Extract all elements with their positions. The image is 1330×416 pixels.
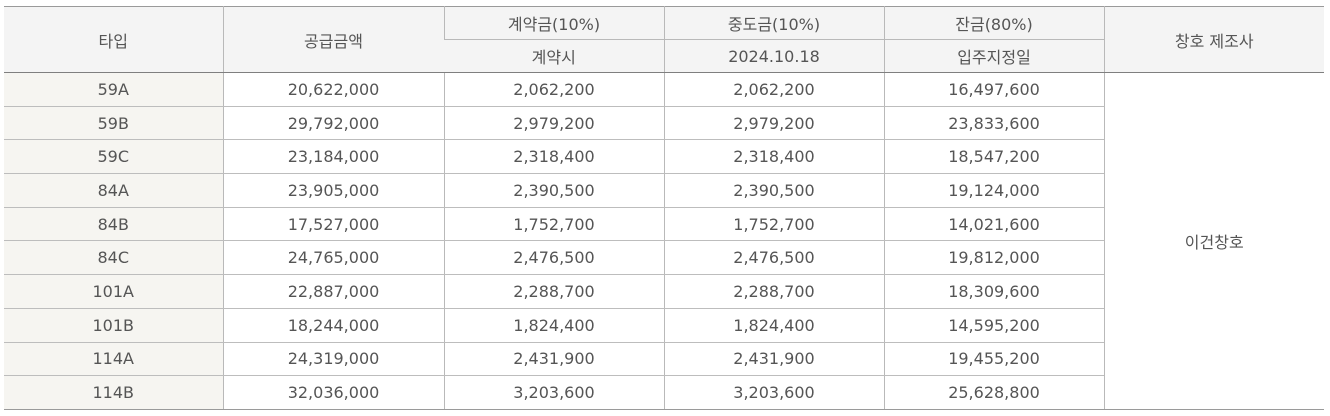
- table-row: 84A 23,905,000 2,390,500 2,390,500 19,12…: [4, 173, 1324, 208]
- middle-cell: 2,390,500: [663, 173, 884, 208]
- header-contract: 계약금(10%): [443, 6, 664, 40]
- balance-cell: 25,628,800: [883, 375, 1104, 410]
- type-cell: 84A: [4, 173, 223, 208]
- middle-cell: 2,476,500: [663, 240, 884, 276]
- header-middle: 중도금(10%): [663, 6, 884, 40]
- supply-cell: 24,765,000: [222, 240, 444, 276]
- supply-cell: 23,905,000: [222, 173, 444, 208]
- type-cell: 84B: [4, 207, 223, 242]
- header-supply-amount: 공급금액: [222, 6, 444, 73]
- header-type: 타입: [4, 6, 223, 73]
- supply-cell: 23,184,000: [222, 139, 444, 175]
- contract-cell: 2,431,900: [443, 342, 664, 377]
- supply-cell: 22,887,000: [222, 274, 444, 309]
- type-cell: 114B: [4, 375, 223, 410]
- maker-cell: 이건창호: [1103, 72, 1324, 410]
- header-contract-sub: 계약시: [444, 39, 664, 73]
- contract-cell: 1,824,400: [443, 308, 664, 343]
- contract-cell: 2,062,200: [443, 72, 664, 107]
- balance-cell: 19,124,000: [883, 173, 1104, 208]
- contract-cell: 3,203,600: [443, 375, 664, 410]
- type-cell: 101B: [4, 308, 223, 343]
- payment-schedule-table: 타입 공급금액 계약금(10%) 중도금(10%) 잔금(80%) 창호 제조사…: [4, 6, 1324, 410]
- type-cell: 59A: [4, 72, 223, 107]
- table-body: 59A 20,622,000 2,062,200 2,062,200 16,49…: [4, 72, 1324, 410]
- supply-cell: 18,244,000: [222, 308, 444, 343]
- middle-cell: 1,752,700: [663, 207, 884, 242]
- table-row: 59C 23,184,000 2,318,400 2,318,400 18,54…: [4, 139, 1324, 175]
- table-row: 84B 17,527,000 1,752,700 1,752,700 14,02…: [4, 207, 1324, 242]
- middle-cell: 2,318,400: [663, 139, 884, 175]
- table-row: 59B 29,792,000 2,979,200 2,979,200 23,83…: [4, 106, 1324, 141]
- supply-cell: 17,527,000: [222, 207, 444, 242]
- table-row: 114A 24,319,000 2,431,900 2,431,900 19,4…: [4, 342, 1324, 377]
- table-row: 114B 32,036,000 3,203,600 3,203,600 25,6…: [4, 375, 1324, 410]
- supply-cell: 32,036,000: [222, 375, 444, 410]
- balance-cell: 18,547,200: [883, 139, 1104, 175]
- header-row-top: 타입 공급금액 계약금(10%) 중도금(10%) 잔금(80%) 창호 제조사: [4, 6, 1324, 73]
- balance-cell: 23,833,600: [883, 106, 1104, 141]
- middle-cell: 2,288,700: [663, 274, 884, 309]
- supply-cell: 29,792,000: [222, 106, 444, 141]
- balance-cell: 18,309,600: [883, 274, 1104, 309]
- supply-cell: 20,622,000: [222, 72, 444, 107]
- type-cell: 114A: [4, 342, 223, 377]
- table-row: 59A 20,622,000 2,062,200 2,062,200 16,49…: [4, 72, 1324, 410]
- header-balance-sub: 입주지정일: [883, 39, 1104, 73]
- contract-cell: 2,979,200: [443, 106, 664, 141]
- balance-cell: 19,455,200: [883, 342, 1104, 377]
- middle-cell: 3,203,600: [663, 375, 884, 410]
- balance-cell: 14,021,600: [883, 207, 1104, 242]
- contract-cell: 2,318,400: [443, 139, 664, 175]
- header-row-sub: 계약시 2024.10.18 입주지정일: [4, 39, 1324, 73]
- header-middle-sub: 2024.10.18: [663, 39, 884, 73]
- contract-cell: 1,752,700: [443, 207, 664, 242]
- balance-cell: 14,595,200: [883, 308, 1104, 343]
- type-cell: 84C: [4, 240, 223, 276]
- middle-cell: 1,824,400: [663, 308, 884, 343]
- type-cell: 59C: [4, 139, 223, 175]
- table-row: 101A 22,887,000 2,288,700 2,288,700 18,3…: [4, 274, 1324, 309]
- middle-cell: 2,979,200: [663, 106, 884, 141]
- table-header: 타입 공급금액 계약금(10%) 중도금(10%) 잔금(80%) 창호 제조사…: [4, 6, 1324, 73]
- contract-cell: 2,390,500: [443, 173, 664, 208]
- table-row: 84C 24,765,000 2,476,500 2,476,500 19,81…: [4, 240, 1324, 276]
- type-cell: 59B: [4, 106, 223, 141]
- supply-cell: 24,319,000: [222, 342, 444, 377]
- middle-cell: 2,431,900: [663, 342, 884, 377]
- header-balance: 잔금(80%): [883, 6, 1104, 40]
- middle-cell: 2,062,200: [663, 72, 884, 107]
- contract-cell: 2,288,700: [443, 274, 664, 309]
- balance-cell: 19,812,000: [883, 240, 1104, 276]
- table-row: 101B 18,244,000 1,824,400 1,824,400 14,5…: [4, 308, 1324, 343]
- balance-cell: 16,497,600: [883, 72, 1104, 107]
- type-cell: 101A: [4, 274, 223, 309]
- header-maker: 창호 제조사: [1103, 6, 1324, 73]
- contract-cell: 2,476,500: [443, 240, 664, 276]
